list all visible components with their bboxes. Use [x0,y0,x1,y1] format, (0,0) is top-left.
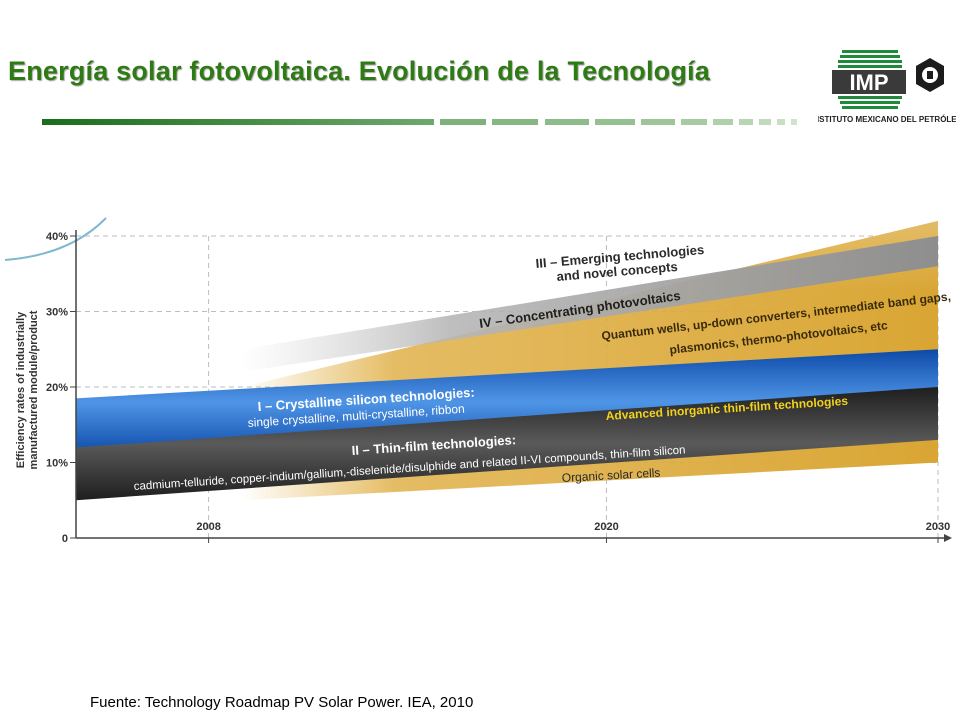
x-tick-label: 2008 [196,521,220,533]
y-tick-label: 20% [46,382,68,394]
y-axis-label-line2: manufactured module/product [28,310,40,469]
imp-logo: IMP INSTITUTO MEXICANO DEL PETRÓLEO [811,44,960,132]
band-concentrating [241,236,938,372]
x-tick-label: 2020 [594,521,618,533]
plot-bands [76,220,938,501]
plot-axes: 0 10% 20% 30% 40% 2008 2020 2030 [46,230,952,545]
x-axis-arrow [944,534,952,542]
decorative-arc [4,217,107,261]
y-axis-label-line1: Efficiency rates of industrially [15,311,27,468]
logo-name: INSTITUTO MEXICANO DEL PETRÓLEO [818,115,956,124]
logo-letters: IMP [849,70,888,95]
y-tick-label: 0 [62,533,68,545]
y-axis-label: Efficiency rates of industrially manufac… [15,310,40,469]
y-tick-label: 10% [46,458,68,470]
y-tick-label: 40% [46,231,68,243]
x-tick-label: 2030 [926,521,950,533]
band-thin-film [76,387,938,501]
band-crystalline-silicon [76,349,938,455]
label-organic: Organic solar cells [561,466,660,485]
y-tick-label: 30% [46,307,68,319]
source-note: Fuente: Technology Roadmap PV Solar Powe… [90,694,474,711]
page-title: Energía solar fotovoltaica. Evolución de… [8,56,710,86]
imp-logo-graphic: IMP INSTITUTO MEXICANO DEL PETRÓLEO [811,50,960,124]
